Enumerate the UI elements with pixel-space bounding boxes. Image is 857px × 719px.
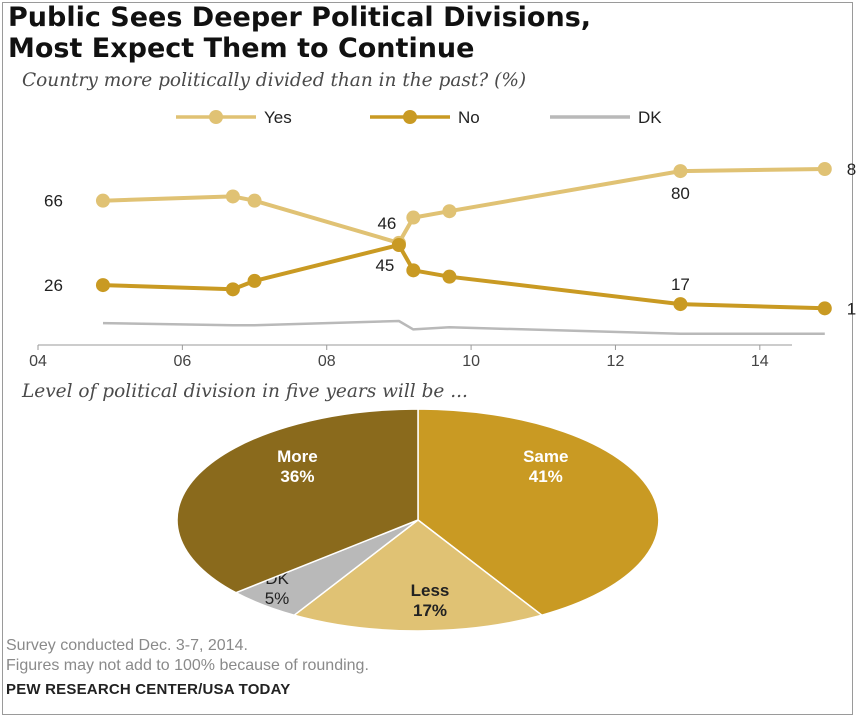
x-tick-label: 04 (29, 353, 47, 370)
data-point-yes (442, 204, 457, 219)
data-point-yes (817, 162, 832, 176)
x-tick-label: 12 (607, 353, 625, 370)
data-label: 26 (44, 276, 63, 295)
data-point-yes (406, 210, 421, 225)
pie-slice-more (176, 408, 419, 594)
pie-value-same: 41% (529, 467, 563, 486)
x-tick-label: 08 (318, 353, 336, 370)
title-line-2: Most Expect Them to Continue (8, 33, 475, 64)
series-line-yes (102, 167, 825, 245)
pie-label-same: Same (523, 447, 568, 466)
data-point-yes (95, 193, 110, 208)
data-label: 46 (377, 214, 396, 233)
pie-label-less: Less (411, 581, 450, 600)
data-label: 15 (847, 299, 857, 318)
legend-label-no: No (458, 108, 480, 127)
legend-label-dk: DK (638, 108, 662, 127)
data-label: 81 (847, 160, 857, 179)
pie-value-more: 36% (280, 467, 314, 486)
footnote-survey-date: Survey conducted Dec. 3-7, 2014. (6, 637, 248, 654)
footnotes: Survey conducted Dec. 3-7, 2014. Figures… (6, 636, 369, 676)
pie-label-more: More (277, 447, 318, 466)
data-point-no (391, 238, 406, 252)
title-line-1: Public Sees Deeper Political Divisions, (8, 2, 592, 33)
data-point-no (673, 297, 688, 312)
x-tick-label: 10 (462, 353, 480, 370)
data-point-yes (247, 193, 262, 208)
series-line-no (102, 243, 825, 311)
data-point-no (406, 263, 421, 278)
legend-label-yes: Yes (264, 108, 292, 127)
x-tick-label: 06 (173, 353, 191, 370)
data-point-no (442, 269, 457, 284)
data-label: 80 (671, 184, 690, 203)
data-label: 17 (671, 275, 690, 294)
pie-slice-less (292, 519, 544, 632)
data-point-yes (673, 164, 688, 179)
line-chart-title: Country more politically divided than in… (22, 70, 527, 91)
pie-chart-title: Level of political division in five year… (22, 381, 468, 402)
footnote-rounding: Figures may not add to 100% because of r… (6, 657, 369, 674)
data-point-yes (225, 189, 240, 204)
pie-value-less: 17% (413, 601, 447, 620)
pie-slice-same (417, 408, 660, 617)
series-line-dk (102, 319, 825, 335)
pie-value-dk: 5% (265, 589, 290, 608)
data-label: 45 (375, 256, 394, 275)
data-point-no (95, 278, 110, 293)
figure-title: Public Sees Deeper Political Divisions, … (8, 2, 848, 64)
data-point-no (247, 273, 262, 288)
legend-marker-yes (209, 110, 223, 124)
x-tick-label: 14 (751, 353, 769, 370)
data-point-no (817, 301, 832, 316)
data-label: 66 (44, 192, 63, 211)
source-credit: PEW RESEARCH CENTER/USA TODAY (6, 681, 291, 698)
data-point-no (225, 282, 240, 297)
legend-marker-no (403, 110, 417, 124)
